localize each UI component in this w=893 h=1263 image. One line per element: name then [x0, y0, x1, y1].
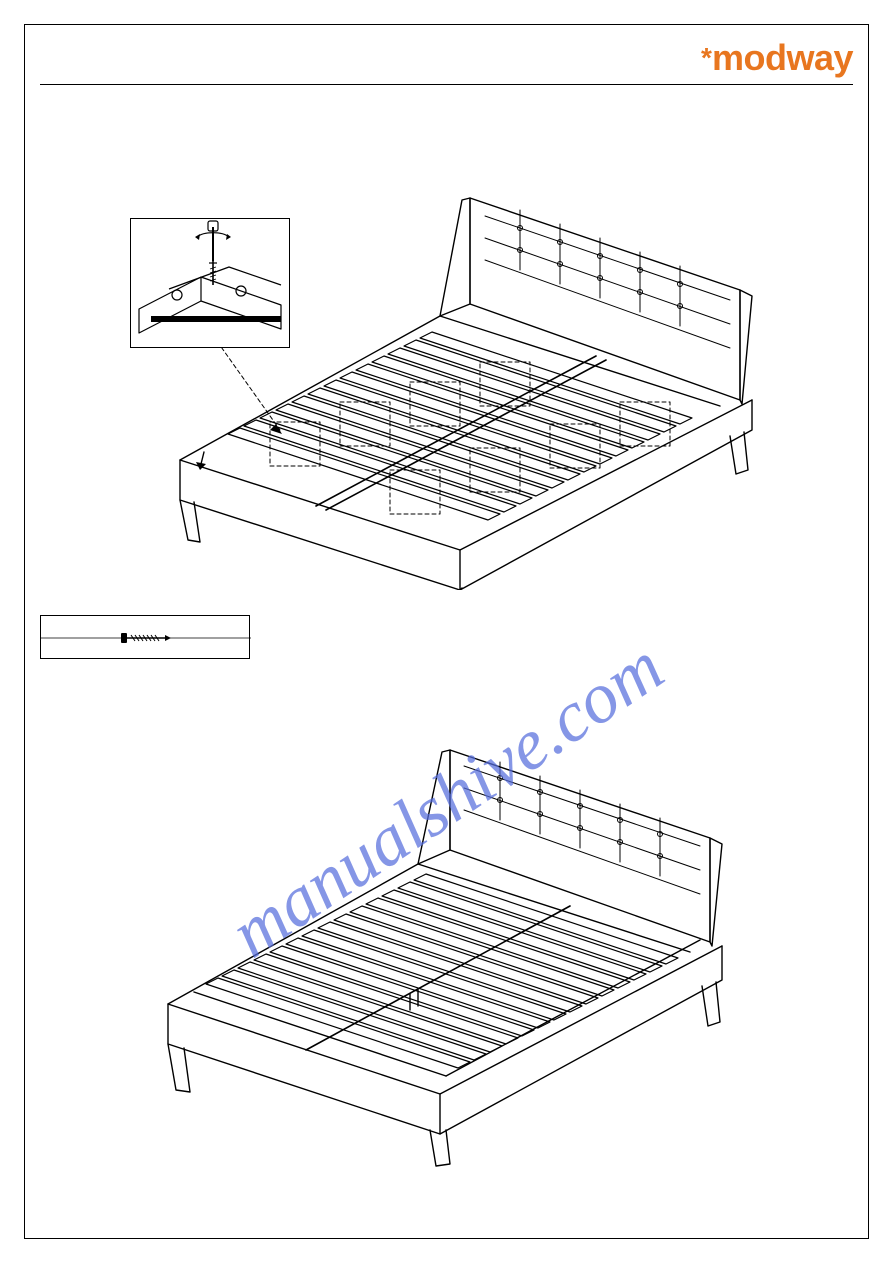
- diagram-area: manualshive.com: [40, 110, 853, 1223]
- hardware-screw-box: [40, 615, 250, 659]
- inset-screwdriver-detail: [130, 218, 290, 348]
- bottom-bed-diagram: [150, 730, 750, 1170]
- logo-star-icon: *: [701, 44, 712, 72]
- page: * modway manualshive.com: [0, 0, 893, 1263]
- brand-logo: * modway: [701, 40, 853, 76]
- logo-text: modway: [712, 40, 853, 76]
- header: * modway: [40, 40, 853, 85]
